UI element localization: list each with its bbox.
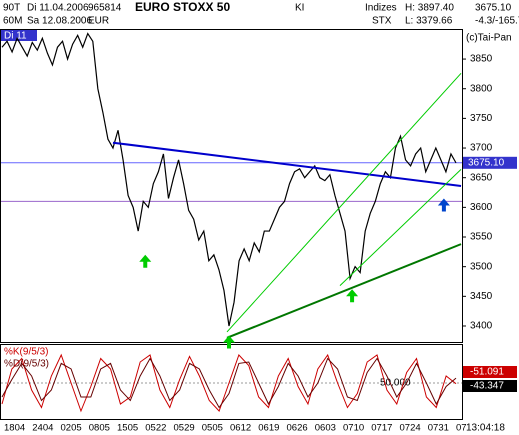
- x-tick-label: 1804: [4, 423, 25, 434]
- y-tick-label: 3600: [470, 202, 493, 213]
- osc-line: [1, 353, 457, 413]
- y-tick-label: 3850: [470, 54, 493, 65]
- x-tick-label: 0626: [287, 423, 308, 434]
- y-tick-label: 3400: [470, 321, 493, 332]
- header-text: Di 11.04.2006: [27, 3, 89, 14]
- x-tick-label: 0522: [145, 423, 166, 434]
- y-tick-label: 3450: [470, 291, 493, 302]
- header-text: EURO STOXX 50: [135, 0, 230, 14]
- tag: Di 11: [4, 31, 27, 42]
- value-label: -43.347: [470, 381, 504, 392]
- header-text: -4.3/-165.7: [475, 16, 519, 27]
- x-tick-label: 0805: [89, 423, 110, 434]
- last-box: [463, 156, 517, 169]
- header-text: H: 3897.40: [405, 3, 454, 14]
- x-tick-label: 0505: [202, 423, 223, 434]
- header-text: Sa 12.08.2006: [27, 16, 92, 27]
- x-tick-label: 0603: [315, 423, 336, 434]
- x-tick-label: 0205: [61, 423, 82, 434]
- trend-line: [112, 141, 462, 187]
- trend-line: [339, 169, 462, 287]
- value-box: [463, 366, 517, 378]
- header-text: Indizes: [365, 3, 397, 14]
- x-tick-label: 0710: [343, 423, 364, 434]
- header-text: 90T: [3, 3, 20, 14]
- x-tick-label: 0717: [371, 423, 392, 434]
- header-text: STX: [372, 16, 392, 27]
- y-tick-label: 3500: [470, 261, 493, 272]
- header-text: 965814: [88, 3, 122, 14]
- y-tick-label: 3650: [470, 172, 493, 183]
- header-text: 60M: [3, 16, 22, 27]
- legend-label: %D(9/5/3): [4, 359, 49, 370]
- y-tick-label: 3700: [470, 143, 493, 154]
- x-tick-label: 0612: [230, 423, 251, 434]
- osc-line: [1, 357, 457, 409]
- legend-label: %K(9/5/3): [4, 347, 48, 358]
- trend-line: [226, 72, 462, 333]
- y-tick-label: 3800: [470, 83, 493, 94]
- price-panel: [0, 29, 463, 343]
- arrow: [223, 335, 235, 349]
- osc-panel: [0, 344, 463, 420]
- x-tick-label: 0724: [400, 423, 421, 434]
- arrow: [346, 289, 359, 303]
- arrow: [139, 254, 152, 268]
- header-text: EUR: [88, 16, 109, 27]
- price-line: [1, 32, 457, 327]
- value-label: -51.091: [470, 367, 504, 378]
- x-tick-label: 0619: [258, 423, 279, 434]
- copyright: (c)Tai-Pan: [466, 33, 512, 44]
- arrow: [437, 198, 450, 212]
- x-tick-label: 1505: [117, 423, 138, 434]
- time: 13:04:18: [466, 423, 505, 434]
- level-label: 50.000: [380, 378, 411, 389]
- x-tick-label: 07: [456, 423, 467, 434]
- x-tick-label: 0529: [174, 423, 195, 434]
- header-text: 3675.10: [475, 3, 512, 14]
- last-label: 3675.10: [468, 157, 505, 168]
- x-tick-label: 0731: [428, 423, 449, 434]
- y-tick-label: 3550: [470, 232, 493, 243]
- header-text: KI: [295, 3, 304, 14]
- x-tick-label: 2404: [32, 423, 53, 434]
- value-box: [463, 380, 517, 392]
- trend-line: [226, 243, 462, 339]
- header-text: L: 3379.66: [405, 16, 453, 27]
- tag-box: [1, 30, 37, 41]
- y-tick-label: 3750: [470, 113, 493, 124]
